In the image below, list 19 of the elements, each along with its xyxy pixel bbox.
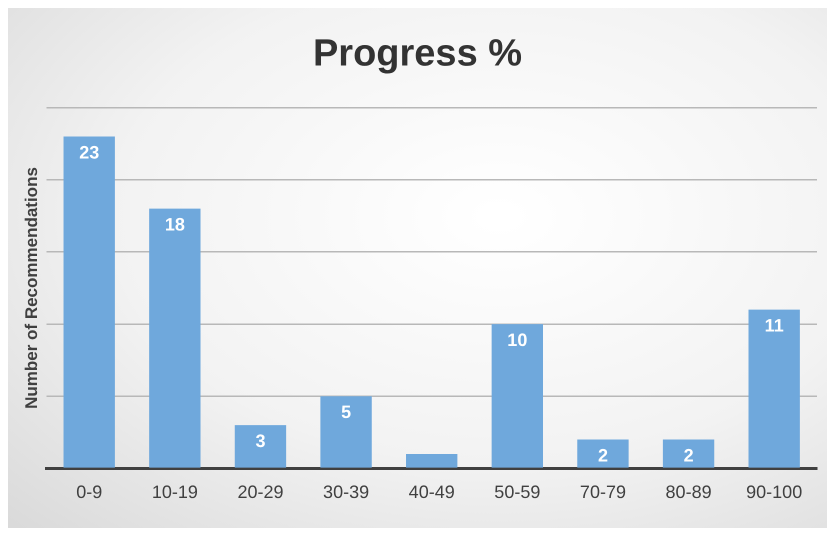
x-tick-label: 20-29 (237, 482, 284, 502)
data-label: 5 (341, 402, 352, 422)
data-label: 2 (598, 446, 608, 466)
x-tick-label: 50-59 (494, 482, 540, 502)
data-label: 18 (164, 214, 185, 235)
x-tick-label: 0-9 (76, 482, 102, 502)
y-axis-title: Number of Recommendations (22, 167, 41, 409)
data-label: 2 (684, 446, 694, 466)
chart-title: Progress % (312, 32, 522, 74)
x-tick-label: 90-100 (746, 482, 802, 502)
data-label: 3 (255, 431, 266, 452)
data-label: 10 (507, 330, 528, 350)
x-tick-label: 10-19 (152, 482, 198, 502)
x-tick-label: 40-49 (408, 482, 455, 502)
x-tick-label: 80-89 (666, 482, 712, 502)
x-tick-label: 70-79 (580, 482, 626, 502)
data-label: 23 (79, 142, 100, 162)
data-label: 11 (764, 316, 784, 336)
x-tick-label: 30-39 (323, 482, 370, 502)
